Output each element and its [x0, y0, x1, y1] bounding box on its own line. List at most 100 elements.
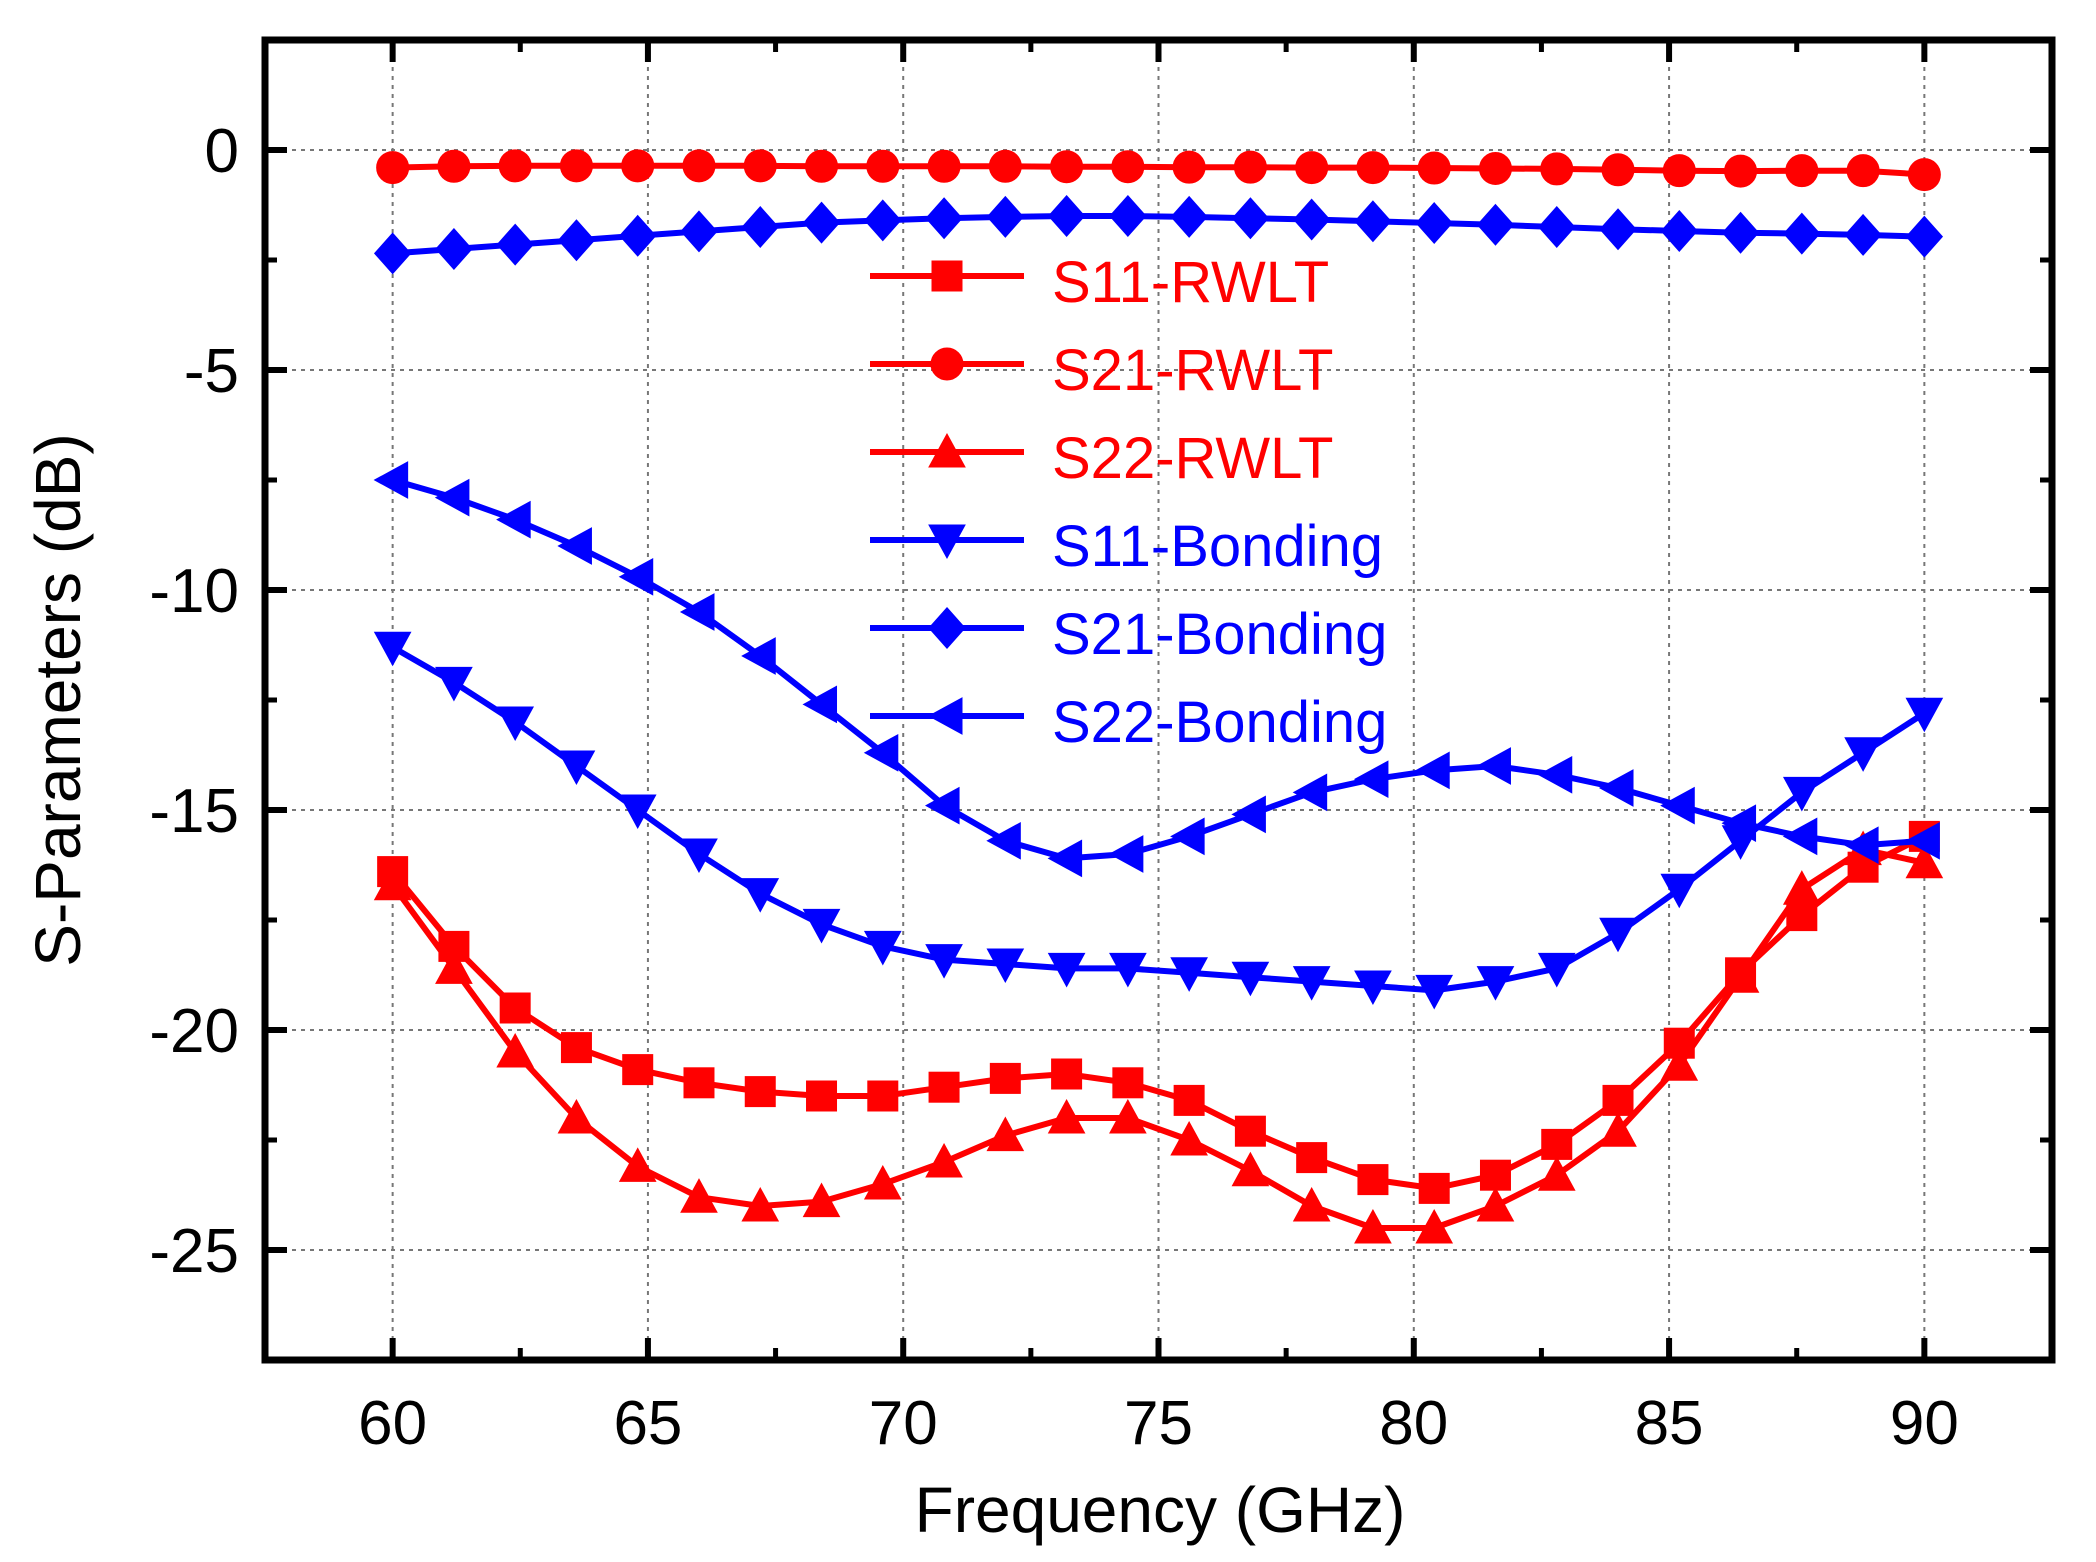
data-point-s11-rwlt	[560, 1032, 592, 1064]
data-point-s21-rwlt	[1478, 151, 1512, 185]
data-point-s11-bonding	[557, 750, 596, 786]
data-point-s22-rwlt	[680, 1178, 718, 1213]
legend-marker-s11-rwlt	[931, 260, 963, 292]
legend-label-s11-bonding: S11-Bonding	[1052, 514, 1383, 579]
data-point-s11-bonding	[1292, 966, 1331, 1001]
data-point-s21-bonding	[1047, 194, 1086, 238]
data-point-s22-bonding	[863, 733, 899, 772]
data-point-s21-rwlt	[1540, 152, 1574, 186]
data-point-s21-bonding	[1599, 208, 1637, 251]
data-point-s11-bonding	[1782, 776, 1821, 812]
data-point-s21-bonding	[557, 219, 596, 262]
data-point-s21-bonding	[1783, 212, 1821, 255]
data-point-s21-rwlt	[1417, 151, 1451, 185]
data-point-s11-bonding	[1844, 737, 1882, 772]
data-point-s21-rwlt	[1907, 158, 1941, 192]
data-point-s21-bonding	[864, 199, 902, 242]
data-point-s22-bonding	[1660, 786, 1695, 825]
data-point-s22-bonding	[1231, 795, 1266, 834]
data-point-s11-bonding	[802, 908, 841, 944]
data-point-s22-bonding	[741, 637, 776, 675]
data-point-s21-bonding	[1170, 195, 1208, 238]
data-point-s22-bonding	[802, 685, 838, 724]
data-point-s21-bonding	[1844, 213, 1882, 256]
data-point-s22-bonding	[557, 527, 592, 565]
data-point-s22-bonding	[1721, 804, 1757, 843]
y-axis-title: S-Parameters (dB)	[22, 433, 94, 966]
data-point-s21-bonding	[1538, 205, 1576, 249]
data-point-s22-rwlt	[1905, 843, 1944, 879]
data-point-s22-rwlt	[741, 1186, 780, 1222]
data-point-s11-rwlt	[1112, 1067, 1144, 1099]
data-point-s22-rwlt	[557, 1098, 596, 1134]
legend-label-s21-bonding: S21-Bonding	[1052, 602, 1387, 667]
data-point-s22-rwlt	[986, 1116, 1025, 1152]
y-tick-label: -25	[149, 1217, 239, 1286]
data-point-s21-bonding	[1415, 202, 1453, 245]
data-point-s22-rwlt	[1170, 1120, 1208, 1156]
data-point-s11-bonding	[1476, 966, 1515, 1001]
data-point-s11-bonding	[863, 930, 902, 966]
series-s22-bonding	[373, 461, 1940, 878]
data-point-s11-bonding	[680, 838, 718, 874]
data-point-s11-rwlt	[867, 1080, 899, 1112]
data-point-s21-bonding	[1231, 197, 1270, 240]
data-point-s21-rwlt	[1724, 154, 1758, 188]
legend-label-s21-rwlt: S21-RWLT	[1052, 338, 1333, 403]
data-point-s11-rwlt	[1541, 1128, 1573, 1160]
data-point-s22-rwlt	[1782, 870, 1821, 905]
data-point-s11-bonding	[1170, 957, 1208, 992]
x-tick-label: 80	[1379, 1389, 1448, 1458]
series-s22-rwlt	[373, 830, 1944, 1244]
data-point-s22-rwlt	[1415, 1208, 1454, 1244]
data-point-s21-rwlt	[1846, 154, 1880, 188]
data-point-s11-rwlt	[1051, 1058, 1083, 1090]
data-point-s22-bonding	[925, 786, 960, 825]
data-point-s11-bonding	[1415, 974, 1454, 1010]
data-point-s22-rwlt	[1231, 1151, 1270, 1187]
data-point-s21-bonding	[496, 223, 534, 266]
data-point-s22-rwlt	[1292, 1186, 1331, 1222]
data-point-s11-bonding	[618, 794, 657, 830]
data-point-s22-bonding	[1476, 747, 1511, 785]
data-point-s11-rwlt	[499, 992, 531, 1024]
data-point-s21-rwlt	[1785, 154, 1819, 188]
data-point-s21-rwlt	[805, 149, 839, 183]
x-tick-label: 85	[1635, 1389, 1704, 1458]
data-point-s11-rwlt	[1479, 1159, 1511, 1191]
series-s21-bonding	[373, 194, 1944, 275]
x-tick-label: 70	[869, 1389, 938, 1458]
data-point-s21-bonding	[1109, 194, 1147, 238]
x-axis-title: Frequency (GHz)	[915, 1474, 1406, 1546]
data-point-s21-rwlt	[1172, 150, 1206, 184]
data-point-s11-rwlt	[1173, 1084, 1205, 1116]
x-tick-label: 60	[358, 1389, 427, 1458]
legend-marker-s11-bonding	[928, 524, 966, 560]
data-point-s11-rwlt	[744, 1076, 776, 1108]
legend-marker-s21-rwlt	[930, 347, 964, 381]
data-point-s11-bonding	[1599, 917, 1637, 953]
data-point-s11-bonding	[1660, 873, 1699, 909]
data-point-s21-bonding	[1905, 215, 1944, 258]
data-point-s21-bonding	[373, 232, 412, 275]
data-point-s22-bonding	[1353, 760, 1389, 799]
data-point-s22-bonding	[618, 557, 654, 596]
legend-label-s11-rwlt: S11-RWLT	[1052, 250, 1329, 315]
data-point-s11-rwlt	[1418, 1172, 1450, 1204]
data-point-s21-rwlt	[376, 151, 410, 185]
data-point-s11-rwlt	[989, 1062, 1021, 1094]
data-point-s21-bonding	[680, 210, 718, 253]
data-point-s21-bonding	[435, 227, 473, 271]
series-line-s11-bonding	[391, 644, 1927, 994]
data-point-s21-rwlt	[1111, 150, 1145, 184]
legend-marker-s21-bonding	[928, 606, 966, 650]
data-point-s21-bonding	[1476, 203, 1515, 246]
data-point-s11-rwlt	[928, 1071, 960, 1103]
y-tick-label: -10	[149, 557, 239, 626]
data-point-s21-bonding	[741, 205, 779, 249]
data-point-s22-rwlt	[1354, 1208, 1392, 1244]
data-point-s22-bonding	[1537, 755, 1573, 794]
data-point-s21-rwlt	[743, 149, 777, 183]
data-point-s11-rwlt	[806, 1080, 838, 1112]
